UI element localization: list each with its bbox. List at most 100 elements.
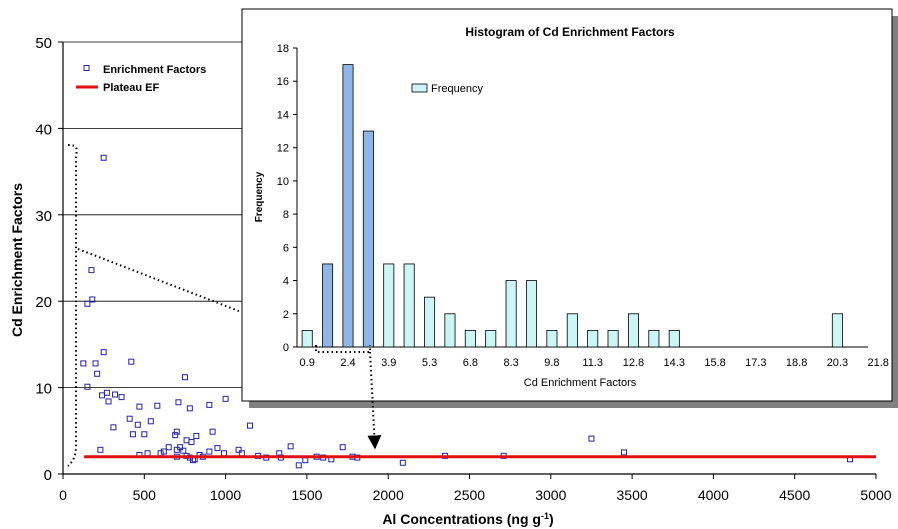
histogram-bar: [546, 329, 558, 348]
histogram-bar: [342, 64, 354, 348]
histogram-y-tick-labels: 0 2 4 6 8 10 12 14 16 18: [277, 43, 289, 354]
data-point: [92, 360, 99, 367]
main-x-tick-labels: 0 500 1000 1500 2000 2500 3000 3500 4000 4500 5000: [59, 487, 892, 503]
legend-label-plateau-ef: Plateau EF: [103, 82, 160, 94]
main-y-tick-labels: 0 10 20 30 40 50: [35, 35, 52, 484]
main-y-tick-label: 30: [35, 208, 52, 225]
data-point: [97, 446, 104, 453]
data-point: [112, 391, 119, 398]
data-point: [157, 450, 164, 457]
data-point: [128, 358, 135, 365]
main-y-axis-label: Cd Enrichment Factors: [9, 183, 25, 337]
histogram-x-tick-label: 8.3: [503, 357, 518, 369]
histogram-x-tick-labels: 0.9 2.4 3.9 5.3 6.8 8.3 9.8 11.3 12.8 14.3 15.8 17.…: [300, 357, 889, 369]
main-x-tick-label: 2500: [454, 487, 485, 503]
main-y-tick-label: 50: [35, 35, 52, 52]
histogram-x-tick-label: 3.9: [381, 357, 396, 369]
histogram-y-tick-label: 6: [283, 242, 289, 254]
histogram-bar: [526, 280, 538, 348]
data-point: [144, 450, 151, 457]
data-point: [84, 300, 91, 307]
data-point: [134, 421, 141, 428]
data-point: [302, 457, 309, 464]
histogram-legend: Frequency: [411, 83, 483, 95]
histogram-bar: [566, 313, 578, 348]
legend-label-enrichment-factors: Enrichment Factors: [103, 64, 206, 76]
histogram-y-tick-label: 0: [283, 342, 289, 354]
histogram-bar: [444, 313, 456, 348]
data-point: [105, 398, 112, 405]
main-x-tick-label: 5000: [860, 487, 891, 503]
data-point: [181, 374, 188, 381]
main-x-tick-label: 2000: [373, 487, 404, 503]
data-point: [188, 439, 195, 446]
histogram-x-tick-label: 21.8: [867, 357, 888, 369]
histogram-y-tick-label: 4: [283, 276, 289, 288]
data-point: [222, 395, 229, 402]
data-point: [84, 383, 91, 390]
data-point: [287, 443, 294, 450]
histogram-x-tick-label: 18.8: [786, 357, 807, 369]
histogram-x-tick-label: 17.3: [745, 357, 766, 369]
data-point: [186, 405, 193, 412]
data-point: [80, 360, 87, 367]
main-y-tick-label: 10: [35, 381, 52, 398]
data-point: [100, 154, 107, 161]
histogram-y-tick-label: 14: [277, 109, 289, 121]
histogram-x-tick-label: 11.3: [582, 357, 603, 369]
data-point: [214, 445, 221, 452]
histogram-bar: [587, 329, 599, 348]
histogram-bar: [627, 313, 639, 348]
histogram-y-tick-label: 8: [283, 209, 289, 221]
histogram-y-tick-label: 10: [277, 176, 289, 188]
histogram-legend-swatch: [411, 83, 428, 93]
data-point: [339, 444, 346, 451]
data-point: [103, 389, 110, 396]
histogram-x-tick-label: 9.8: [544, 357, 559, 369]
main-x-tick-label: 1500: [291, 487, 322, 503]
histogram-y-tick-label: 18: [277, 43, 289, 55]
histogram-selection-bracket: [315, 345, 371, 353]
data-point: [141, 431, 148, 438]
legend-marker-enrichment-factors: [83, 65, 90, 71]
histogram-inset: Histogram of Cd Enrichment Factors 0 2 4 6 8…: [241, 8, 898, 450]
data-point: [238, 450, 245, 457]
main-x-tick-label: 500: [133, 487, 157, 503]
main-x-axis-label: Al Concentrations (ng g-1): [382, 511, 553, 527]
main-x-tick-label: 4500: [779, 487, 810, 503]
data-point: [110, 424, 117, 431]
histogram-x-tick-label: 0.9: [300, 357, 315, 369]
data-point: [100, 349, 107, 356]
main-x-tick-label: 0: [59, 487, 67, 503]
annotation-bracket: [67, 144, 78, 467]
histogram-bar: [831, 313, 843, 348]
data-point: [620, 449, 627, 456]
histogram-bar: [648, 329, 660, 348]
histogram-y-tick-label: 12: [277, 143, 289, 155]
histogram-bar: [362, 130, 374, 348]
histogram-x-tick-label: 14.3: [664, 357, 685, 369]
data-point: [89, 296, 96, 303]
histogram-bar: [424, 296, 436, 348]
histogram-x-tick-label: 12.8: [623, 357, 644, 369]
data-point: [246, 422, 253, 429]
data-point: [183, 437, 190, 444]
main-y-tick-label: 0: [44, 467, 52, 484]
data-point: [136, 403, 143, 410]
data-point: [588, 435, 595, 442]
data-point: [99, 392, 106, 399]
data-point: [88, 267, 95, 274]
main-x-tick-label: 3500: [617, 487, 648, 503]
main-x-tick-label: 4000: [698, 487, 729, 503]
histogram-y-tick-label: 2: [283, 309, 289, 321]
histogram-bar: [403, 263, 415, 348]
histogram-title: Histogram of Cd Enrichment Factors: [465, 25, 675, 39]
main-y-tick-label: 20: [35, 294, 52, 311]
data-point: [129, 431, 136, 438]
histogram-bars: [301, 64, 843, 348]
histogram-y-axis-label: Frequency: [254, 171, 265, 222]
main-x-tick-label: 3000: [535, 487, 566, 503]
histogram-bar: [485, 329, 497, 348]
